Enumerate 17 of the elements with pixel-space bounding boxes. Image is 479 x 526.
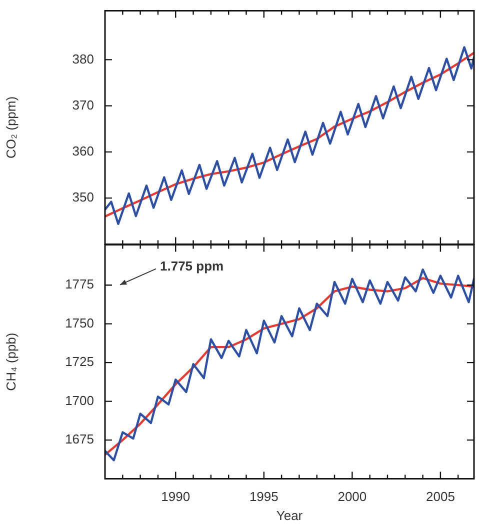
y-tick-label: 370 (72, 97, 94, 112)
y-tick-label: 1725 (65, 354, 94, 370)
x-tick-label: 1990 (161, 489, 190, 504)
x-axis-title: Year (276, 508, 304, 523)
y-tick-label: 380 (72, 51, 94, 66)
x-tick-label: 1995 (249, 489, 278, 504)
y-tick-label: 1675 (65, 432, 94, 447)
y-axis-title: CO₂ (ppm) (3, 96, 18, 159)
x-tick-label: 2000 (338, 489, 367, 504)
y-tick-label: 350 (72, 190, 94, 205)
y-tick-label: 1750 (65, 315, 94, 330)
y-tick-label: 360 (72, 144, 94, 159)
annotation: 1.775 ppm (160, 258, 224, 274)
y-tick-label: 1700 (65, 392, 94, 408)
x-tick-label: 2005 (426, 489, 455, 504)
y-tick-label: 1775 (65, 276, 94, 292)
y-axis-title: CH₄ (ppb) (3, 332, 18, 391)
